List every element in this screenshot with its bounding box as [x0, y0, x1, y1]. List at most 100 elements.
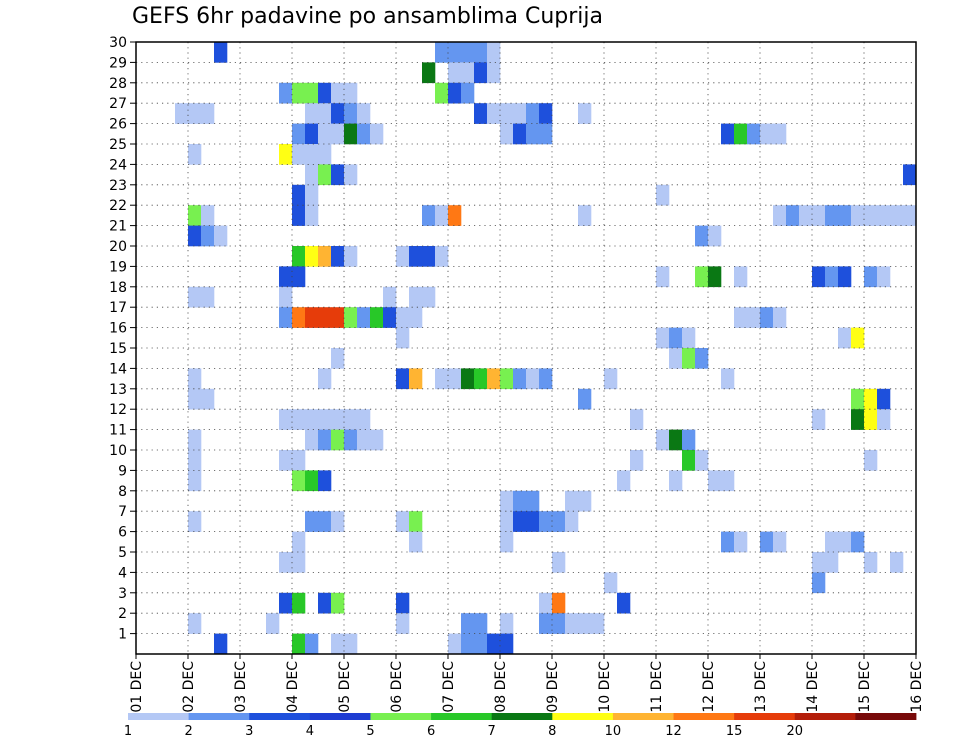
heatmap-cell [552, 613, 566, 634]
heatmap-cell [526, 511, 540, 532]
heatmap-cell [292, 123, 306, 145]
heatmap-cell [188, 613, 202, 634]
heatmap-cell [526, 123, 540, 145]
heatmap-cell [487, 633, 501, 655]
heatmap-cell [864, 409, 878, 430]
legend-swatch [491, 713, 553, 720]
heatmap-cell [344, 409, 358, 430]
heatmap-cell [357, 429, 371, 451]
heatmap-cell [409, 286, 423, 308]
heatmap-cell [435, 82, 449, 104]
heatmap-cell [552, 592, 566, 614]
heatmap-cell [331, 103, 345, 124]
heatmap-cell [318, 307, 332, 328]
heatmap-cell [292, 552, 306, 573]
y-tick-label: 11 [109, 423, 127, 439]
heatmap-cell [318, 82, 332, 104]
y-tick-label: 28 [109, 76, 127, 92]
legend-swatch [188, 713, 250, 720]
heatmap-cell [552, 552, 566, 573]
heatmap-cell [344, 82, 358, 104]
heatmap-cell [292, 531, 306, 553]
heatmap-cell [461, 368, 475, 390]
heatmap-cell [851, 327, 865, 349]
heatmap-cell [344, 123, 358, 145]
heatmap-cell [188, 286, 202, 308]
heatmap-cell [864, 450, 878, 471]
legend-swatch [612, 713, 674, 720]
heatmap-cell [279, 409, 293, 430]
x-tick-label: 10 DEC [597, 661, 613, 713]
x-tick-label: 13 DEC [753, 661, 769, 713]
heatmap-cell [474, 42, 488, 63]
heatmap-cell [448, 368, 462, 390]
legend-label: 1 [124, 724, 132, 739]
heatmap-cell [292, 144, 306, 165]
heatmap-cell [513, 490, 527, 512]
x-tick-label: 02 DEC [181, 661, 197, 713]
heatmap-cell [448, 42, 462, 63]
heatmap-cell [409, 368, 423, 390]
y-tick-label: 6 [118, 525, 127, 541]
heatmap-cell [396, 307, 410, 328]
heatmap-cell [188, 103, 202, 124]
heatmap-cell [448, 633, 462, 655]
heatmap-cell [305, 307, 319, 328]
heatmap-cell [201, 225, 215, 247]
heatmap-cell [292, 266, 306, 288]
heatmap-cell [513, 511, 527, 532]
x-tick-label: 09 DEC [545, 661, 561, 713]
heatmap-cell [903, 205, 917, 226]
heatmap-cell [695, 225, 709, 247]
y-tick-label: 10 [109, 443, 127, 459]
heatmap-cell [877, 388, 891, 410]
heatmap-cell [656, 327, 670, 349]
heatmap-cell [409, 531, 423, 553]
x-tick-label: 04 DEC [285, 661, 301, 713]
heatmap-cell [318, 368, 332, 390]
heatmap-cell [305, 184, 319, 206]
x-tick-label: 12 DEC [701, 661, 717, 713]
heatmap-cell [331, 246, 345, 267]
heatmap-cell [877, 205, 891, 226]
heatmap-cell [877, 409, 891, 430]
heatmap-cell [812, 552, 826, 573]
heatmap-cell [851, 205, 865, 226]
heatmap-cell [656, 429, 670, 451]
heatmap-cell [773, 531, 787, 553]
heatmap-cell [500, 490, 514, 512]
heatmap-cell [318, 511, 332, 532]
heatmap-cell [305, 144, 319, 165]
heatmap-cell [188, 388, 202, 410]
heatmap-cell [513, 123, 527, 145]
x-tick-label: 01 DEC [129, 661, 145, 713]
heatmap-cell [292, 470, 306, 492]
heatmap-cell [734, 266, 748, 288]
legend-label: 6 [427, 724, 435, 739]
legend-label: 7 [488, 724, 496, 739]
heatmap-cell [370, 123, 384, 145]
heatmap-cell [799, 205, 813, 226]
heatmap-cell [708, 470, 722, 492]
x-tick-label: 08 DEC [493, 661, 509, 713]
heatmap-cell [721, 470, 735, 492]
heatmap-cell [474, 103, 488, 124]
heatmap-cell [669, 327, 683, 349]
heatmap-cell [552, 511, 566, 532]
y-tick-label: 30 [109, 35, 127, 51]
heatmap-cell [656, 266, 670, 288]
heatmap-cell [396, 327, 410, 349]
heatmap-cell [331, 307, 345, 328]
heatmap-cell [695, 348, 709, 369]
heatmap-cell [292, 184, 306, 206]
heatmap-cell [760, 307, 774, 328]
heatmap-cell [435, 368, 449, 390]
heatmap-cell [578, 205, 592, 226]
heatmap-cell [292, 450, 306, 471]
heatmap-cell [422, 205, 436, 226]
heatmap-cell [435, 42, 449, 63]
heatmap-cell [500, 123, 514, 145]
y-tick-label: 1 [118, 627, 127, 643]
heatmap-cell [500, 511, 514, 532]
heatmap-cell [318, 592, 332, 614]
